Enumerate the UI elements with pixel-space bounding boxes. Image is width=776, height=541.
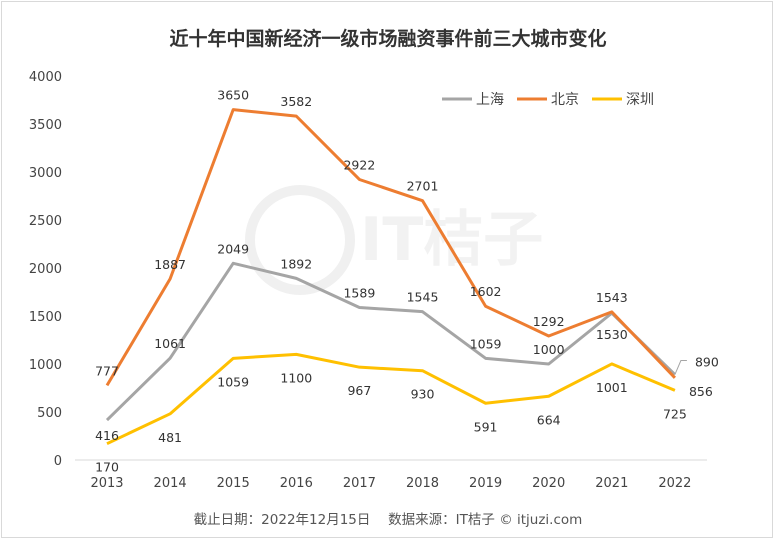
data-label: 481 [158, 430, 182, 445]
y-tick-label: 1500 [29, 310, 62, 325]
y-tick-label: 2500 [29, 214, 62, 229]
data-label: 890 [695, 355, 719, 370]
x-tick-label: 2021 [595, 476, 628, 491]
y-tick-label: 0 [54, 454, 62, 469]
leader-line [674, 360, 687, 375]
chart-title: 近十年中国新经济一级市场融资事件前三大城市变化 [169, 28, 607, 50]
legend-label: 上海 [476, 92, 504, 108]
watermark-text: IT桔子 [360, 205, 543, 275]
data-label: 664 [537, 412, 561, 427]
data-label: 1545 [407, 290, 439, 305]
data-label: 1530 [596, 327, 628, 342]
y-tick-label: 3500 [29, 118, 62, 133]
data-label: 1292 [533, 314, 565, 329]
x-tick-label: 2016 [280, 476, 313, 491]
data-label: 2922 [343, 157, 375, 172]
data-label: 725 [663, 406, 687, 421]
x-tick-label: 2022 [658, 476, 691, 491]
data-label: 1887 [154, 257, 186, 272]
data-label: 3582 [280, 94, 312, 109]
x-tick-label: 2015 [217, 476, 250, 491]
y-tick-label: 500 [37, 406, 62, 421]
data-label: 856 [689, 384, 713, 399]
data-label: 170 [95, 460, 119, 475]
data-label: 1001 [596, 380, 628, 395]
y-tick-label: 4000 [29, 70, 62, 85]
y-tick-label: 2000 [29, 262, 62, 277]
data-label: 777 [95, 363, 119, 378]
y-tick-label: 1000 [29, 358, 62, 373]
y-tick-label: 3000 [29, 166, 62, 181]
x-tick-label: 2020 [532, 476, 565, 491]
series-line-上海 [105, 261, 676, 422]
x-tick-label: 2017 [343, 476, 376, 491]
x-tick-label: 2014 [154, 476, 187, 491]
x-tick-label: 2018 [406, 476, 439, 491]
data-label: 930 [411, 387, 435, 402]
legend-label: 北京 [551, 92, 579, 108]
data-label: 1000 [533, 342, 565, 357]
data-label: 1061 [154, 336, 186, 351]
data-label: 1892 [280, 256, 312, 271]
x-tick-label: 2013 [90, 476, 123, 491]
data-label: 416 [95, 428, 119, 443]
data-label: 1059 [470, 336, 502, 351]
series-line-北京 [105, 108, 676, 387]
watermark-logo [245, 185, 355, 295]
data-label: 1602 [470, 284, 502, 299]
data-label: 3650 [217, 88, 249, 103]
series-line-深圳 [106, 352, 676, 446]
data-label: 2049 [217, 241, 249, 256]
data-label: 1100 [280, 370, 312, 385]
legend-label: 深圳 [626, 92, 654, 108]
data-label: 1543 [596, 290, 628, 305]
data-label: 967 [347, 383, 371, 398]
data-label: 2701 [407, 179, 439, 194]
data-label: 1589 [343, 285, 375, 300]
x-tick-label: 2019 [469, 476, 502, 491]
data-label: 591 [474, 419, 498, 434]
chart-footer: 截止日期：2022年12月15日 数据来源：IT桔子 © itjuzi.com [193, 512, 583, 528]
data-label: 1059 [217, 374, 249, 389]
